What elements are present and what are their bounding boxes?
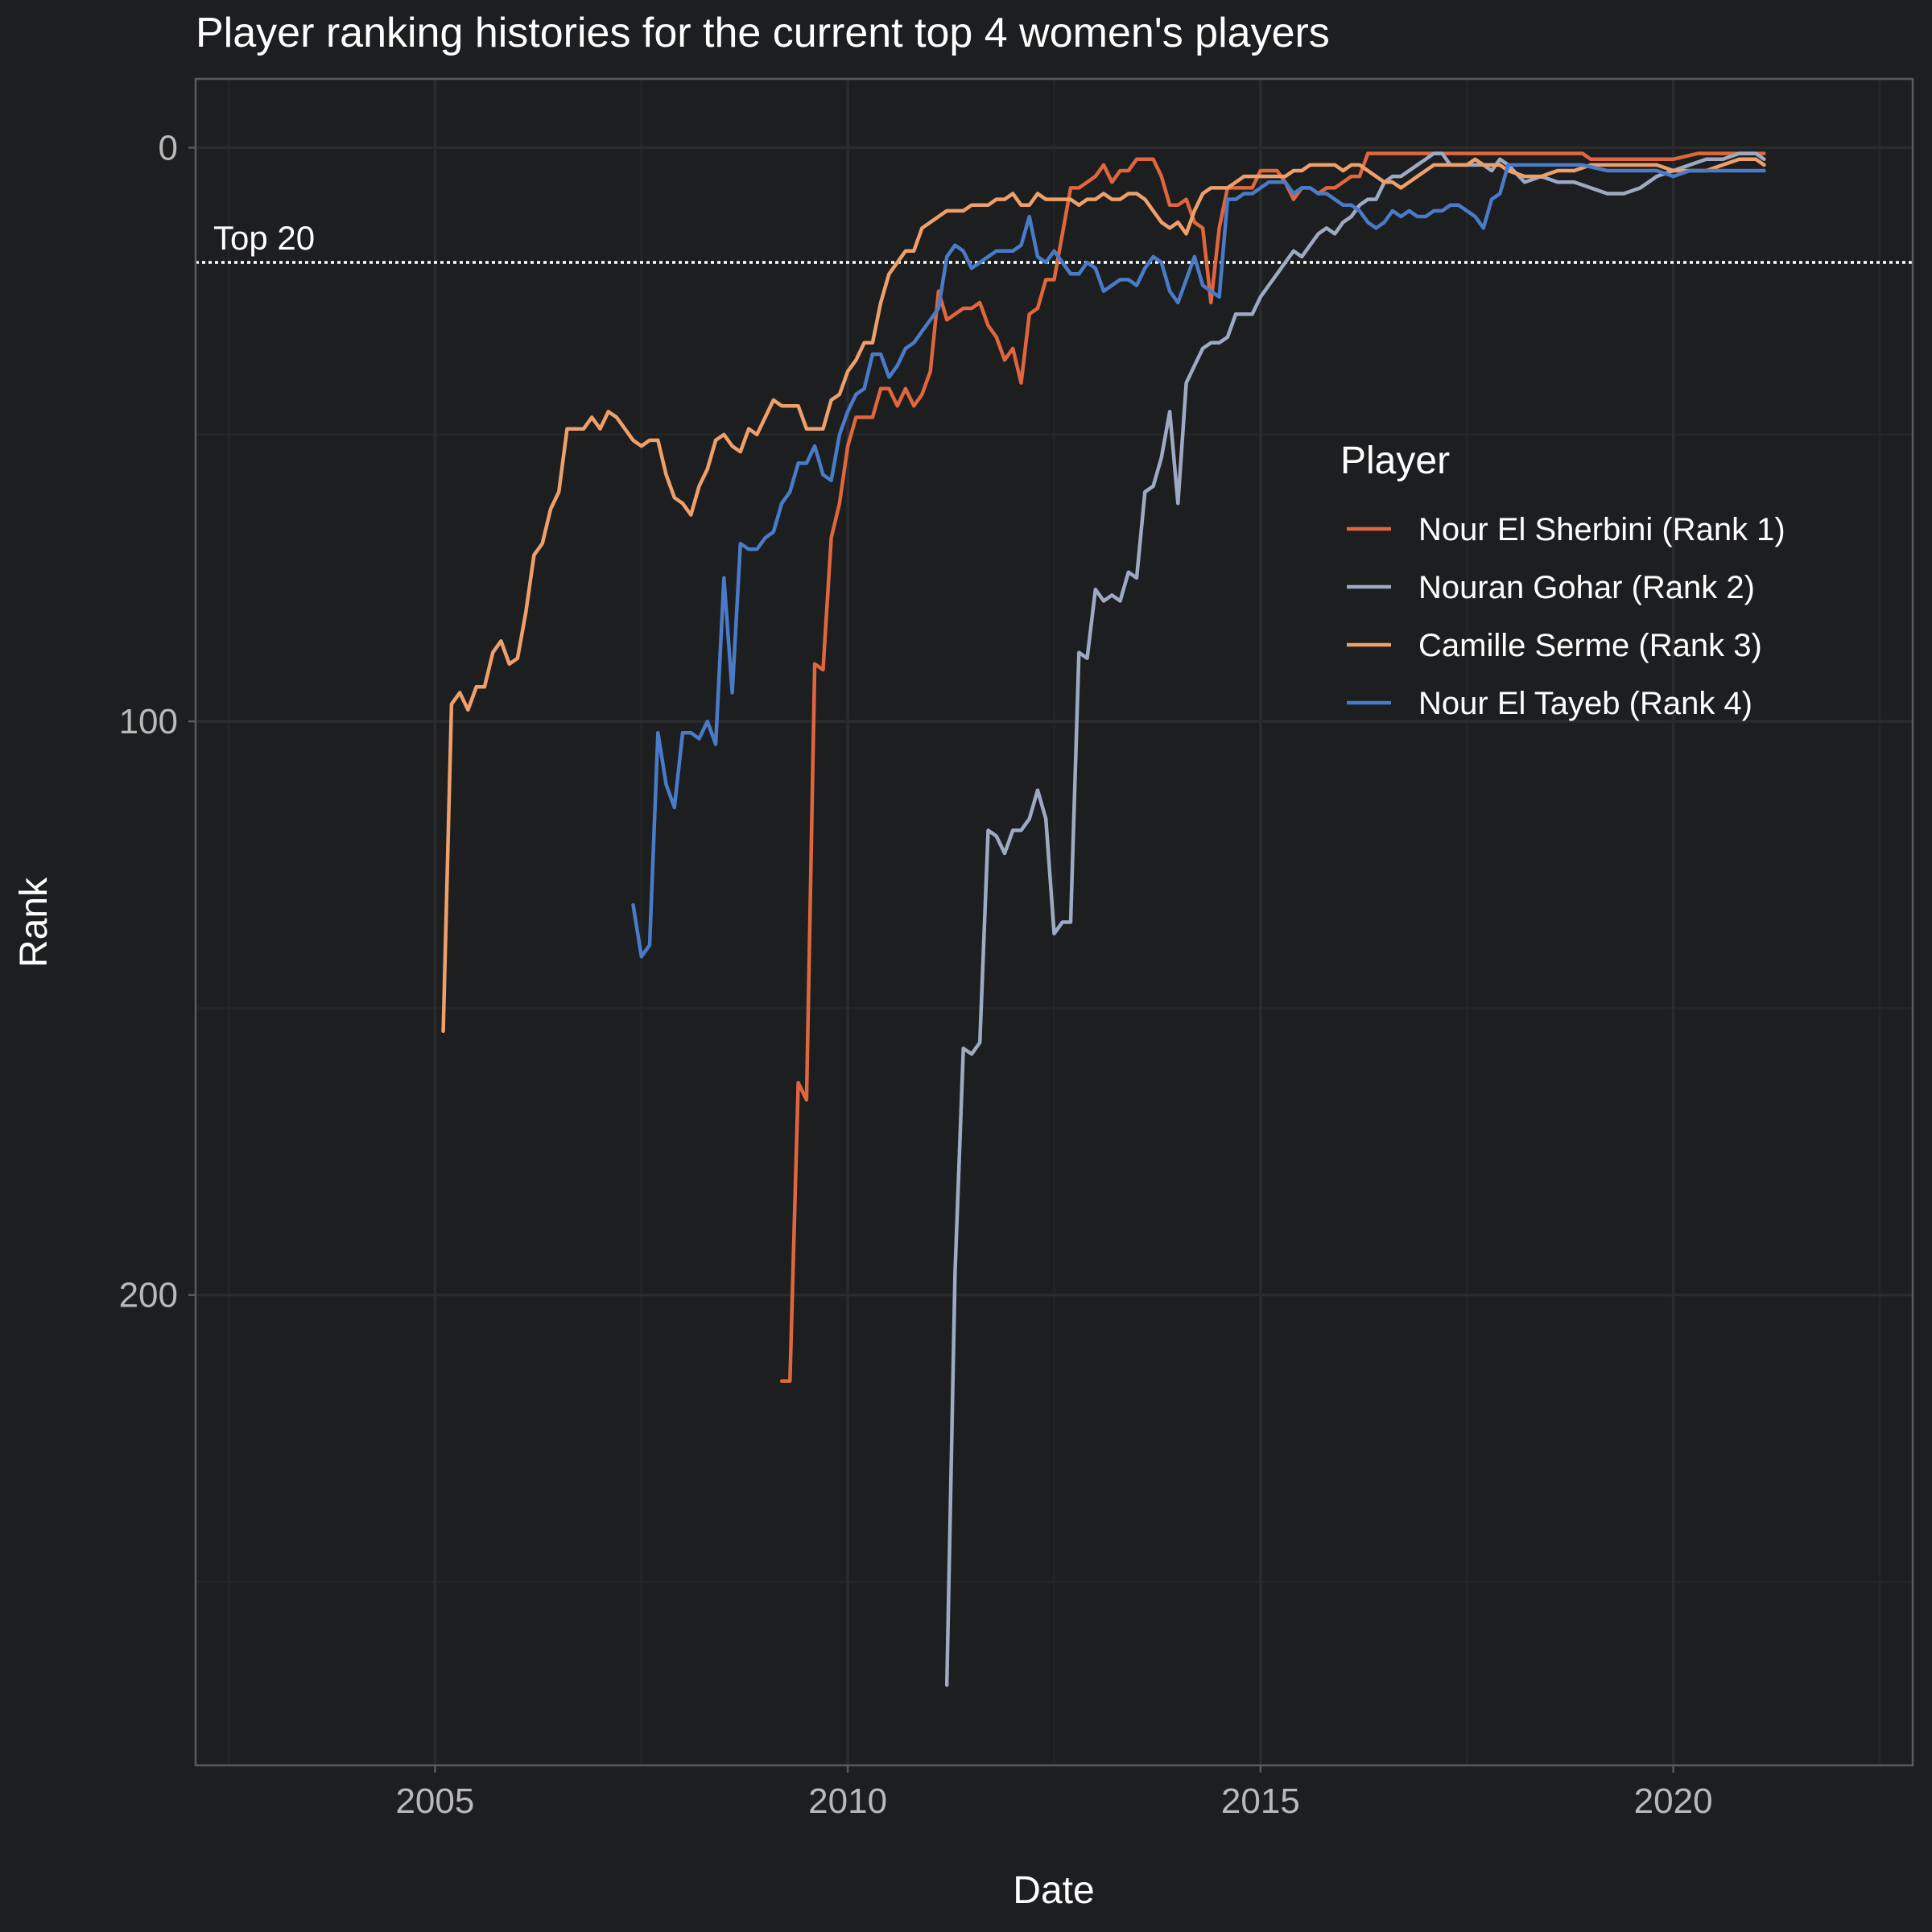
x-axis-title: Date (1013, 1869, 1094, 1912)
y-tick-label: 100 (119, 702, 178, 741)
y-tick-label: 200 (119, 1276, 178, 1315)
top20-label: Top 20 (213, 219, 315, 257)
y-tick-label: 0 (159, 129, 178, 168)
top20-reference: Top 20 (196, 219, 1913, 264)
legend-label-4: Nour El Tayeb (Rank 4) (1418, 686, 1752, 721)
y-axis-ticks: 0 100 200 (119, 129, 196, 1315)
legend-title: Player (1340, 440, 1450, 482)
series-line-3 (441, 157, 1766, 1034)
chart-title: Player ranking histories for the current… (196, 10, 1330, 56)
x-tick-label: 2015 (1221, 1781, 1300, 1821)
grid (196, 79, 1913, 1765)
series-lines (441, 151, 1766, 1687)
x-tick-label: 2005 (395, 1781, 474, 1821)
legend-label-3: Camille Serme (Rank 3) (1418, 628, 1762, 663)
x-axis-ticks: 2005 2010 2015 2020 (395, 1765, 1713, 1821)
series-line-4 (631, 163, 1766, 959)
series-line-2 (944, 151, 1766, 1687)
legend-label-2: Nouran Gohar (Rank 2) (1418, 570, 1755, 605)
legend-label-1: Nour El Sherbini (Rank 1) (1418, 512, 1785, 547)
series-line-1 (779, 151, 1766, 1383)
y-axis-title: Rank (13, 877, 56, 968)
x-tick-label: 2020 (1634, 1781, 1713, 1821)
legend: Player Nour El Sherbini (Rank 1) Nouran G… (1340, 440, 1785, 721)
plot-panel-border (194, 77, 1914, 1767)
x-tick-label: 2010 (808, 1781, 887, 1821)
